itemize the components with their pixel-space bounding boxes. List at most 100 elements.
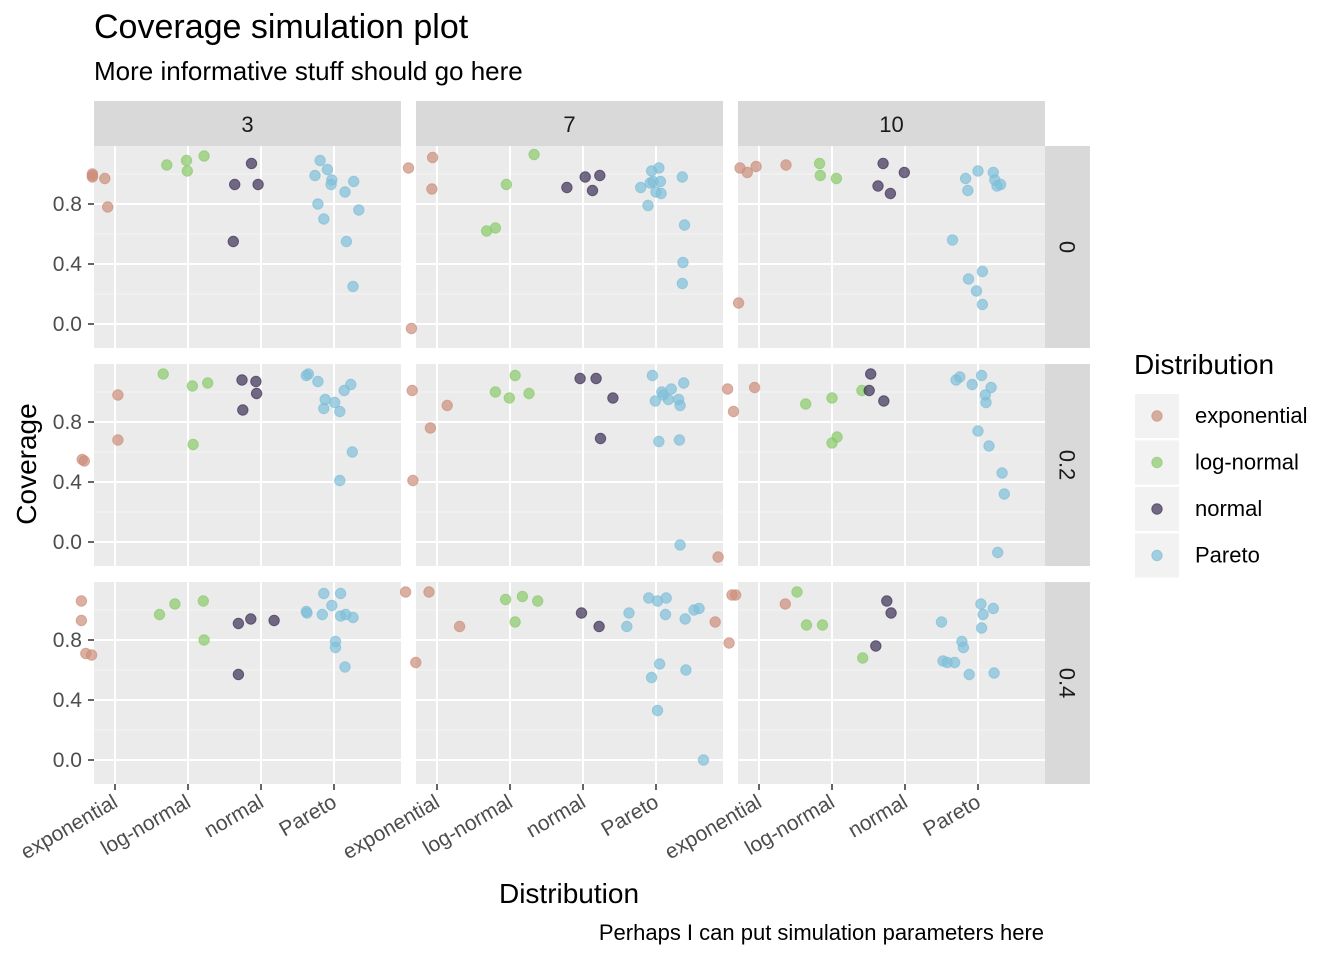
data-point xyxy=(898,166,910,179)
data-point xyxy=(878,395,890,407)
data-point xyxy=(157,368,169,380)
data-point xyxy=(662,393,675,406)
data-point xyxy=(250,375,262,388)
data-point xyxy=(509,369,521,382)
data-point xyxy=(970,285,983,297)
data-point xyxy=(102,201,114,213)
data-point xyxy=(500,178,513,191)
panel-background xyxy=(94,364,401,566)
data-point xyxy=(872,180,884,192)
data-point xyxy=(649,395,661,407)
data-point xyxy=(594,432,607,445)
data-point xyxy=(346,446,358,458)
data-point xyxy=(410,656,422,669)
chart-caption: Perhaps I can put simulation parameters … xyxy=(599,920,1044,945)
legend-label: log-normal xyxy=(1195,450,1299,475)
facet-panels xyxy=(75,146,1045,784)
facet-strip-col-10: 10 xyxy=(738,101,1045,146)
legend-item-Pareto: Pareto xyxy=(1135,533,1260,578)
data-point xyxy=(405,322,418,335)
strip-background xyxy=(94,101,401,146)
data-point xyxy=(186,380,199,392)
data-point xyxy=(653,162,665,174)
data-point xyxy=(959,172,972,185)
data-point xyxy=(312,198,324,210)
legend-item-normal: normal xyxy=(1135,487,1262,531)
facet-strip-row-0: 0 xyxy=(1045,146,1090,348)
data-point xyxy=(748,381,761,394)
data-point xyxy=(232,617,245,630)
chart-title: Coverage simulation plot xyxy=(94,8,469,46)
data-point xyxy=(489,222,502,234)
data-point xyxy=(800,619,813,631)
data-point xyxy=(935,616,948,628)
facet-row-label: 0.2 xyxy=(1055,450,1080,481)
data-point xyxy=(78,455,91,467)
data-point xyxy=(729,589,742,601)
data-point xyxy=(426,183,438,195)
legend-label: normal xyxy=(1195,496,1262,521)
data-point xyxy=(996,467,1008,479)
data-point xyxy=(987,602,999,615)
data-point xyxy=(503,392,515,404)
facet-row-label: 0 xyxy=(1055,241,1080,253)
data-point xyxy=(885,607,897,619)
data-point xyxy=(348,175,360,188)
data-point xyxy=(309,169,321,182)
data-point xyxy=(245,613,257,625)
data-point xyxy=(660,592,672,604)
facet-panel-10-0 xyxy=(732,146,1045,348)
legend-item-log-normal: log-normal xyxy=(1135,440,1299,485)
facet-strip-col-3: 3 xyxy=(94,101,401,146)
data-point xyxy=(334,405,346,418)
y-tick-label: 0.0 xyxy=(53,749,82,772)
data-point xyxy=(161,159,173,171)
data-point xyxy=(232,668,245,681)
data-point xyxy=(962,273,975,285)
data-point xyxy=(329,396,341,409)
data-point xyxy=(99,172,111,185)
x-tick-label: Pareto xyxy=(919,790,984,841)
data-point xyxy=(830,172,843,185)
data-point xyxy=(594,169,606,182)
data-point xyxy=(509,616,521,628)
data-point xyxy=(561,181,573,194)
facet-panel-10-0.2 xyxy=(712,364,1045,566)
data-point xyxy=(339,661,351,673)
data-point xyxy=(318,587,330,600)
facet-col-label: 10 xyxy=(879,112,903,137)
data-point xyxy=(654,175,667,188)
data-point xyxy=(245,157,258,170)
data-point xyxy=(975,598,987,610)
data-point xyxy=(674,539,686,551)
x-tick-label: Pareto xyxy=(275,790,340,841)
data-point xyxy=(870,640,882,652)
data-point xyxy=(653,658,666,670)
facet-col-label: 7 xyxy=(563,112,575,137)
data-point xyxy=(994,178,1007,191)
data-point xyxy=(642,199,654,212)
data-point xyxy=(334,587,347,600)
data-point xyxy=(674,399,686,412)
data-point xyxy=(453,620,466,633)
facet-panel-7-0.2 xyxy=(406,364,723,566)
data-point xyxy=(693,602,705,615)
facet-panel-7-0.4 xyxy=(399,582,723,784)
data-point xyxy=(399,586,412,598)
data-point xyxy=(954,371,966,383)
data-point xyxy=(353,204,365,216)
data-point xyxy=(621,620,633,633)
y-tick-label: 0.0 xyxy=(53,531,82,554)
data-point xyxy=(865,368,877,380)
data-point xyxy=(426,151,439,164)
data-point xyxy=(651,704,664,717)
data-point xyxy=(721,383,734,395)
data-point xyxy=(697,754,710,766)
data-point xyxy=(727,405,740,418)
facet-strip-row-0.2: 0.2 xyxy=(1045,364,1090,566)
data-point xyxy=(948,656,961,669)
data-point xyxy=(318,213,330,225)
data-point xyxy=(75,614,88,627)
data-point xyxy=(86,171,99,183)
data-point xyxy=(187,438,199,451)
